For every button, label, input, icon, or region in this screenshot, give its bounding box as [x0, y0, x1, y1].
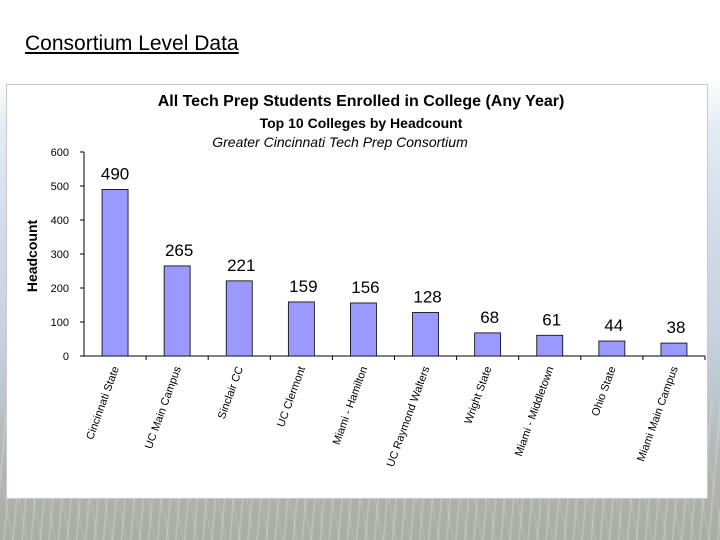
bar-value-label: 38 [666, 318, 685, 337]
bar [350, 302, 377, 357]
bar-chart: All Tech Prep Students Enrolled in Colle… [24, 93, 706, 469]
y-tick-label: 600 [51, 147, 69, 159]
y-axis-label: Headcount [24, 219, 40, 292]
y-tick-label: 0 [63, 351, 69, 363]
category-label: Cincinnati State [84, 365, 122, 442]
bar-value-label: 159 [289, 277, 317, 296]
bar [412, 312, 439, 357]
chart-panel: All Tech Prep Students Enrolled in Colle… [6, 84, 708, 499]
bar-value-label: 221 [227, 256, 255, 275]
bar-value-label: 265 [165, 241, 193, 260]
chart-subtitle-consortium: Greater Cincinnati Tech Prep Consortium [212, 134, 468, 150]
y-tick-label: 400 [51, 215, 69, 227]
category-label: UC Raymond Walters [385, 364, 433, 468]
bar [536, 334, 564, 357]
bar [474, 332, 502, 357]
bar-value-label: 490 [101, 164, 129, 183]
category-label: Miami - Middletown [513, 365, 557, 458]
category-label: Miami - Hamilton [331, 365, 370, 447]
y-tick-label: 500 [51, 181, 69, 193]
bar [163, 265, 191, 357]
bar-value-label: 128 [413, 287, 441, 306]
bar-value-label: 156 [351, 278, 379, 297]
slide-title: Consortium Level Data [25, 32, 239, 55]
bar [101, 189, 129, 357]
axis-layer: 0 100 200 300 400 500 600 Cincinnati State UC Ma… [51, 147, 706, 469]
bar-value-label: 61 [542, 310, 561, 329]
category-label: Sinclair CC [216, 365, 246, 421]
chart-subtitle: Top 10 Colleges by Headcount [260, 115, 463, 131]
bar [598, 340, 626, 357]
bar-layer: 490 265 221 159 156 128 68 61 44 38 [101, 164, 688, 357]
bar [225, 280, 253, 357]
y-tick-label: 100 [51, 317, 69, 329]
category-label: UC Main Campus [143, 364, 184, 450]
category-label: Ohio State [590, 365, 619, 418]
bar [287, 301, 315, 357]
chart-title: All Tech Prep Students Enrolled in Colle… [158, 93, 565, 110]
category-label: Miami Main Campus [635, 364, 681, 463]
bar-value-label: 68 [480, 308, 499, 327]
bar [660, 342, 688, 357]
y-tick-label: 200 [51, 283, 69, 295]
bar-value-label: 44 [604, 316, 623, 335]
category-label: UC Clermont [275, 365, 308, 429]
y-tick-label: 300 [51, 249, 69, 261]
category-label: Wright State [463, 365, 495, 426]
